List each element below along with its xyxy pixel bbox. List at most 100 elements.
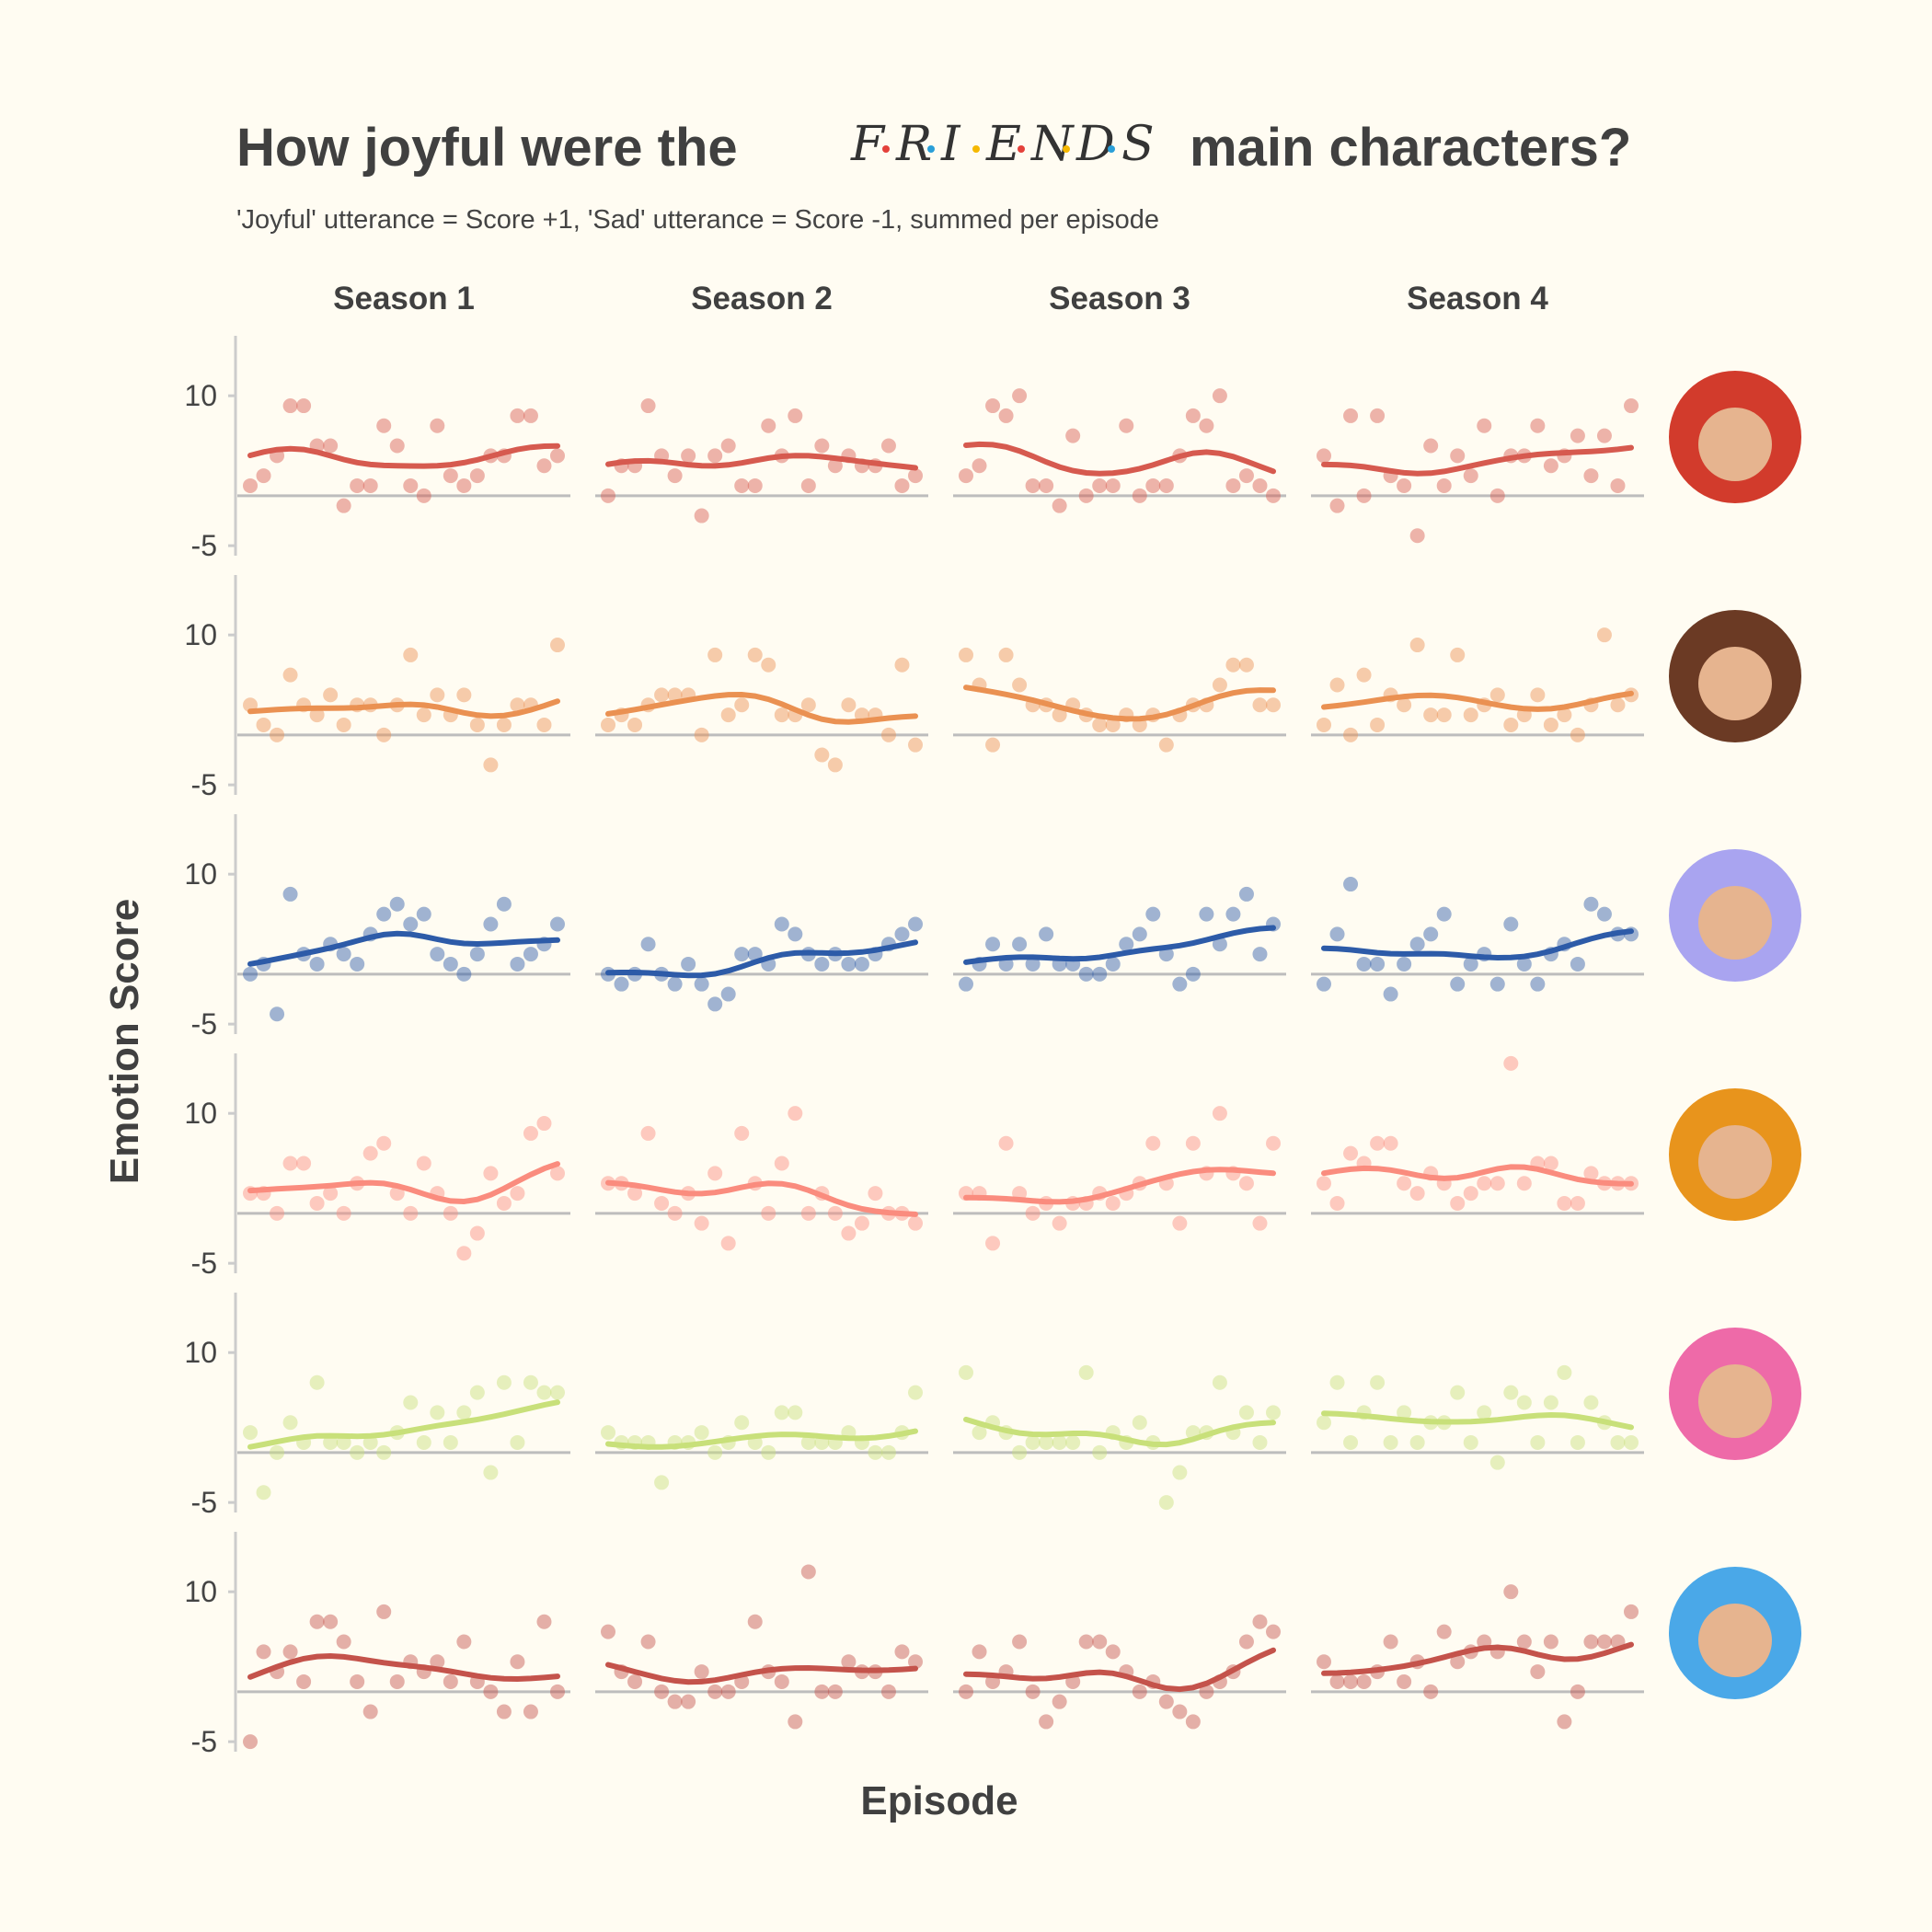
point [868,1186,883,1202]
point [1158,1694,1174,1709]
point [640,937,656,952]
point [1383,1434,1398,1450]
point [1436,477,1452,493]
point [1503,916,1519,932]
point [483,757,499,773]
point [282,1644,298,1660]
point [814,438,830,454]
point [1383,1135,1398,1151]
point [1052,1434,1067,1450]
point [601,1624,615,1639]
y-tick-label: 10 [184,857,217,891]
point [1570,727,1585,742]
point [510,1186,525,1202]
point [1145,477,1161,493]
point [1489,1176,1505,1191]
point [1252,1215,1268,1231]
point [1105,1644,1121,1660]
trend-line [963,1647,1276,1693]
logo-dot [927,145,935,153]
point [336,498,351,513]
point [774,1156,789,1171]
point [1570,428,1585,443]
point [720,1236,736,1251]
point [1238,886,1254,902]
point [323,1186,339,1202]
point [1212,1106,1227,1121]
point [496,717,512,732]
point [601,717,615,732]
point [270,1444,285,1460]
point [403,916,419,932]
point [694,1425,709,1441]
point [747,1614,763,1629]
point [1092,717,1108,732]
point [296,1156,312,1171]
logo-letter: D [1075,117,1115,172]
point [747,947,763,962]
point [1583,1634,1599,1650]
trend-line [605,453,918,471]
point [296,1673,312,1689]
point [1092,966,1108,982]
point [536,1614,552,1629]
point [1039,926,1054,942]
point [985,1236,1001,1251]
point [456,687,472,703]
point [1570,1195,1585,1211]
point [1039,1434,1054,1450]
logo-letter: E [985,117,1021,172]
point [243,1425,258,1441]
point [761,1444,776,1460]
point [1238,1405,1254,1420]
point [1530,976,1546,992]
point [1158,1495,1174,1511]
point [1119,418,1134,433]
point [1052,707,1067,723]
point [800,1564,816,1580]
point [1105,1195,1121,1211]
point [309,1195,325,1211]
trend-line [247,443,560,469]
point [1078,1364,1094,1380]
logo-dot [1063,145,1070,153]
point [523,1374,538,1390]
point [1212,677,1227,693]
point [270,1205,285,1221]
point [443,956,458,972]
point [707,996,723,1012]
point [550,638,565,653]
point [1624,1434,1639,1450]
point [350,1444,365,1460]
point [1185,1135,1201,1151]
point [469,468,485,484]
character-face [1698,647,1772,720]
point [1012,1634,1028,1650]
point [761,418,776,433]
point [1370,956,1386,972]
point [550,448,565,464]
point [788,1106,803,1121]
point [270,1006,285,1022]
point [1436,707,1452,723]
point [1317,976,1331,992]
point [1450,1654,1466,1670]
point [761,657,776,673]
point [1078,488,1094,503]
subtitle: 'Joyful' utterance = Score +1, 'Sad' utt… [236,205,1159,235]
point [1329,1374,1345,1390]
point [1450,647,1466,662]
point [430,1405,445,1420]
trend-line [247,930,560,967]
point [443,1673,458,1689]
point [1119,937,1134,952]
point [1052,498,1067,513]
point [1356,488,1372,503]
point [627,1186,643,1202]
point [747,477,763,493]
point [1463,707,1478,723]
point [640,398,656,414]
point [1463,468,1478,484]
point [362,477,378,493]
y-tick-label: 10 [184,618,217,651]
